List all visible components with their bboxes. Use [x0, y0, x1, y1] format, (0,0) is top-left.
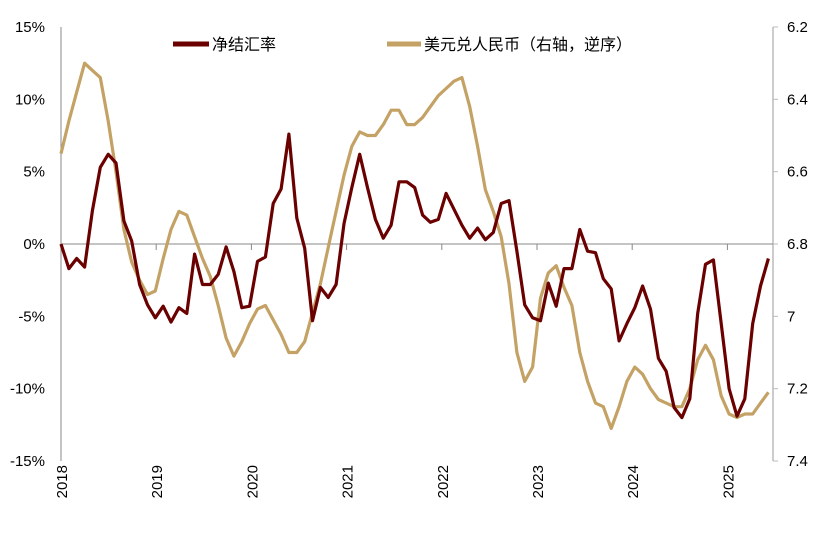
left-tick-label: 5% — [23, 164, 45, 181]
x-tick-label: 2023 — [530, 465, 547, 498]
right-tick-label: 6.8 — [787, 236, 808, 253]
x-tick-label: 2024 — [625, 465, 642, 498]
right-tick-label: 7.4 — [787, 453, 808, 470]
series-layer — [61, 63, 769, 428]
left-tick-label: -15% — [10, 453, 45, 470]
x-tick-label: 2018 — [54, 465, 71, 498]
right-tick-label: 6.4 — [787, 91, 808, 108]
right-tick-label: 6.6 — [787, 164, 808, 181]
x-tick-label: 2022 — [435, 465, 452, 498]
x-tick-label: 2019 — [149, 465, 166, 498]
x-tick-label: 2020 — [244, 465, 261, 498]
right-tick-label: 6.2 — [787, 19, 808, 36]
left-tick-label: 15% — [15, 19, 45, 36]
legend: 净结汇率 美元兑人民币（右轴，逆序） — [173, 35, 632, 54]
series-line-usdcny — [61, 63, 768, 428]
x-tick-label: 2025 — [720, 465, 737, 498]
left-tick-label: -5% — [18, 308, 45, 325]
x-tick-label: 2021 — [340, 465, 357, 498]
left-tick-label: -10% — [10, 381, 45, 398]
right-tick-label: 7 — [787, 308, 795, 325]
series-line-net-fx — [61, 134, 768, 418]
left-tick-label: 10% — [15, 91, 45, 108]
left-tick-label: 0% — [23, 236, 45, 253]
legend-label-usdcny: 美元兑人民币（右轴，逆序） — [424, 35, 632, 54]
legend-label-net-fx: 净结汇率 — [212, 35, 276, 54]
right-tick-label: 7.2 — [787, 381, 808, 398]
